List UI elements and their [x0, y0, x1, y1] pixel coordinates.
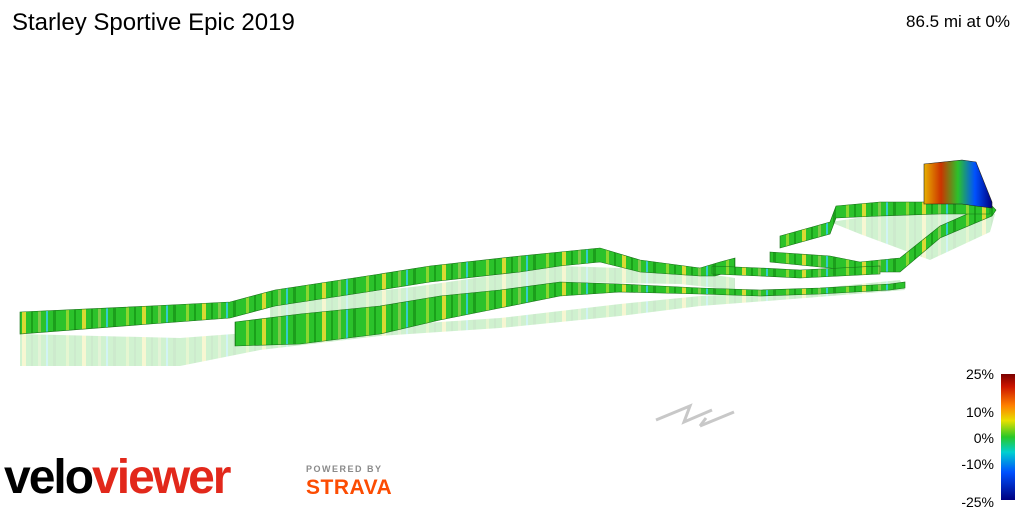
powered-by-strava[interactable]: POWERED BY STRAVA: [306, 464, 426, 500]
veloviewer-logo[interactable]: veloviewer: [4, 448, 231, 508]
north-arrow-icon: [655, 403, 735, 428]
powered-by-label: POWERED BY: [306, 464, 383, 474]
legend-label-0: 0%: [973, 430, 994, 446]
route-profile: [19, 159, 997, 347]
legend-label-minus-10: -10%: [961, 456, 994, 472]
distance-gradient-readout: 86.5 mi at 0%: [906, 12, 1010, 31]
logo-text-velo: velo: [4, 451, 94, 504]
route-title: Starley Sportive Epic 2019: [12, 9, 295, 36]
legend-label-10: 10%: [965, 404, 994, 420]
legend-label-minus-25: -25%: [961, 494, 994, 510]
strava-logo-text: STRAVA: [306, 476, 393, 499]
gradient-legend-bar: [1001, 374, 1015, 500]
logo-text-viewer: viewer: [92, 451, 231, 504]
legend-label-25: 25%: [965, 366, 994, 382]
route-reflection: [20, 206, 995, 366]
